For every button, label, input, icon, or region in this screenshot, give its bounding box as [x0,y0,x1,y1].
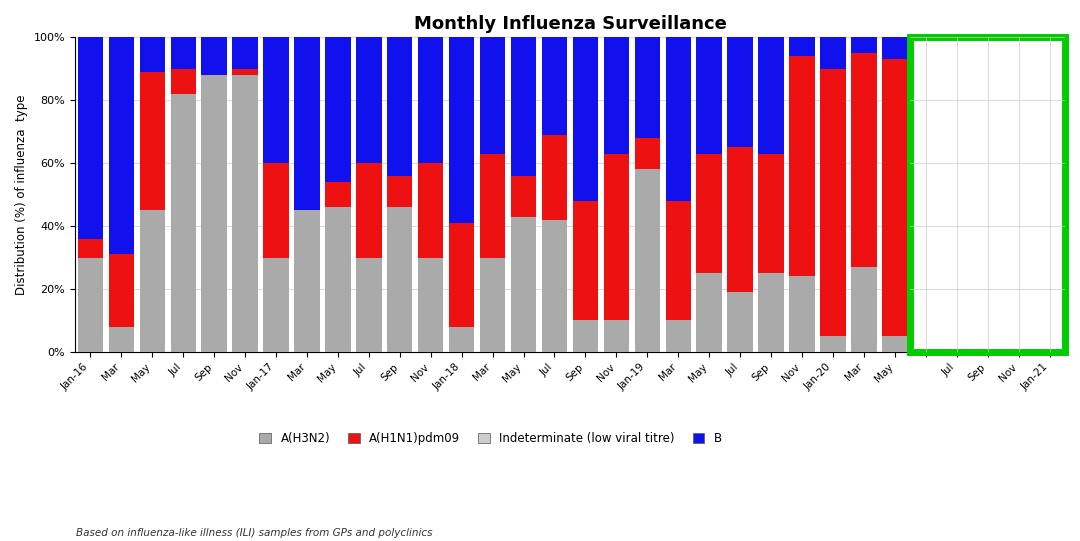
Bar [109,327,134,352]
Bar [542,220,567,352]
Bar [202,75,227,352]
Bar [542,37,567,135]
Bar [511,37,537,176]
Bar [789,56,814,276]
Bar [78,239,103,258]
Bar [604,320,629,352]
Bar [789,276,814,352]
Bar [882,37,907,60]
Bar [697,37,721,154]
Bar [665,320,691,352]
Bar [387,207,413,352]
Bar [604,154,629,320]
Bar [821,69,846,336]
Bar [356,163,381,258]
Bar [758,273,784,352]
Bar [78,258,103,352]
Bar [758,154,784,273]
Bar [325,182,351,207]
Legend: A(H3N2), A(H1N1)pdm09, Indeterminate (low viral titre), B: A(H3N2), A(H1N1)pdm09, Indeterminate (lo… [255,427,727,450]
Bar [480,37,505,154]
Bar [356,258,381,352]
Bar [789,37,814,56]
Bar [882,336,907,352]
Bar [109,37,134,254]
Bar [418,163,444,258]
Bar [264,163,288,258]
Bar [171,37,195,69]
Bar [232,37,258,69]
Bar [910,37,1065,352]
Bar [418,37,444,163]
Bar [697,154,721,273]
Bar [171,69,195,94]
Bar [449,327,474,352]
Bar [851,37,877,53]
Bar [387,37,413,176]
Y-axis label: Distribution (%) of influenza  type: Distribution (%) of influenza type [15,94,28,295]
Bar [325,207,351,352]
Bar [511,216,537,352]
Bar [882,60,907,336]
Bar [604,37,629,154]
Bar [78,37,103,239]
Bar [542,135,567,220]
Bar [294,37,320,210]
Bar [635,138,660,169]
Bar [294,210,320,352]
Bar [139,210,165,352]
Bar [264,37,288,163]
Bar [635,169,660,352]
Bar [232,69,258,75]
Bar [109,254,134,327]
Bar [232,75,258,352]
Bar [139,37,165,72]
Title: Monthly Influenza Surveillance: Monthly Influenza Surveillance [414,15,727,33]
Bar [572,37,598,201]
Bar [572,201,598,320]
Bar [449,223,474,327]
Bar [697,273,721,352]
Bar [480,258,505,352]
Bar [821,37,846,69]
Bar [202,37,227,75]
Bar [171,94,195,352]
Bar [851,53,877,267]
Bar [728,148,753,292]
Bar [665,37,691,201]
Bar [572,320,598,352]
Bar [418,258,444,352]
Bar [449,37,474,223]
Bar [325,37,351,182]
Bar [665,201,691,320]
Bar [728,37,753,148]
Bar [635,37,660,138]
Bar [139,72,165,210]
Bar [387,176,413,207]
Bar [821,336,846,352]
Bar [851,267,877,352]
Bar [356,37,381,163]
Bar [758,37,784,154]
Bar [480,154,505,258]
Bar [264,258,288,352]
Bar [728,292,753,352]
Text: Based on influenza-like illness (ILI) samples from GPs and polyclinics: Based on influenza-like illness (ILI) sa… [76,527,432,538]
Bar [511,176,537,216]
